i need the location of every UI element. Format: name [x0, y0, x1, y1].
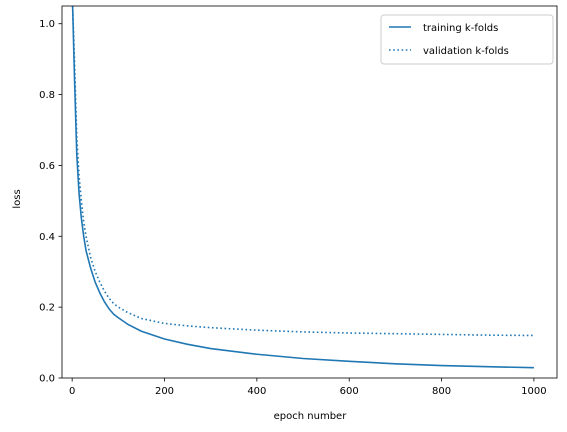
y-tick-label: 0.2	[39, 303, 55, 314]
legend: training k-folds validation k-folds	[380, 14, 554, 65]
y-tick-label: 1.0	[39, 19, 55, 30]
x-axis-label: epoch number	[274, 411, 348, 422]
x-tick-label: 400	[247, 386, 266, 397]
x-tick-label: 200	[155, 386, 174, 397]
axes	[61, 5, 558, 379]
x-tick-label: 600	[340, 386, 359, 397]
series-line-training	[71, 6, 534, 369]
x-tick-label: 1000	[521, 386, 546, 397]
plot-frame	[61, 5, 558, 379]
series-line-validation	[71, 6, 534, 337]
y-tick-label: 0.0	[39, 374, 55, 385]
y-axis-label: loss	[12, 189, 23, 208]
y-tick-label: 0.8	[39, 90, 55, 101]
plot-lines	[71, 6, 534, 369]
ticks: 0 200 400 600 800 1000 0.0 0.2 0.4 0.6 0.8 1.0	[39, 19, 547, 397]
y-tick-label: 0.4	[39, 232, 55, 243]
legend-label-training: training k-folds	[423, 23, 498, 34]
x-tick-label: 800	[432, 386, 451, 397]
y-tick-label: 0.6	[39, 161, 55, 172]
legend-label-validation: validation k-folds	[423, 46, 509, 57]
x-tick-label: 0	[69, 386, 75, 397]
legend-box	[380, 14, 554, 65]
